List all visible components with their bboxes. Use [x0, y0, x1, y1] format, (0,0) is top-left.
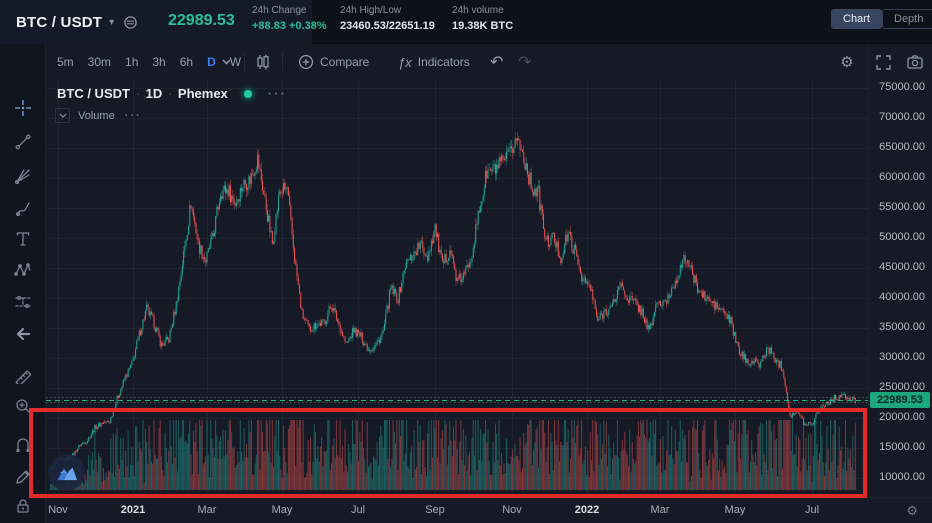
time-tick-label: May	[724, 504, 746, 516]
arrow-left-tool-icon[interactable]	[12, 323, 34, 345]
symbol-label: BTC / USDT	[16, 13, 103, 31]
time-tick-label: May	[271, 504, 293, 516]
legend-symbol: BTC / USDT	[57, 86, 130, 101]
chevron-down-icon	[59, 113, 66, 118]
time-tick-label: Mar	[197, 504, 217, 516]
axis-settings-gear-icon[interactable]: ⚙	[906, 503, 918, 518]
time-tick-label: Mar	[650, 504, 670, 516]
xabcd-pattern-tool-icon[interactable]	[12, 259, 34, 281]
screenshot-button[interactable]	[902, 44, 928, 80]
tab-chart[interactable]: Chart	[831, 9, 882, 29]
drawing-tools-sidebar	[0, 44, 46, 523]
camera-icon	[907, 55, 923, 69]
stat-24h-change: 24h Change +88.83 +0.38%	[252, 5, 327, 32]
price-tick-label: 25000.00	[879, 381, 925, 393]
chart-settings-button[interactable]: ⚙	[834, 44, 860, 80]
last-price: 22989.53	[168, 12, 235, 29]
time-tick-label: Jul	[350, 504, 366, 516]
price-tick-label: 70000.00	[879, 111, 925, 123]
timeframe-6h[interactable]: 6h	[179, 55, 194, 69]
timeframe-d[interactable]: D	[207, 55, 216, 69]
timeframe-30m[interactable]: 30m	[87, 55, 112, 69]
symbol-selector[interactable]: BTC / USDT ▾	[16, 11, 138, 33]
price-tick-label: 40000.00	[879, 291, 925, 303]
time-tick-label: 2021	[120, 504, 146, 516]
legend-interval: 1D	[145, 86, 163, 101]
fullscreen-button[interactable]	[870, 44, 896, 80]
forecast-tool-icon[interactable]	[12, 291, 34, 313]
timeframe-3h[interactable]: 3h	[152, 55, 166, 69]
price-tick-label: 35000.00	[879, 321, 925, 333]
redo-button[interactable]: ↷	[518, 44, 531, 80]
crosshair-tool-icon[interactable]	[12, 97, 34, 119]
price-tick-label: 10000.00	[879, 471, 925, 483]
price-tick-label: 65000.00	[879, 141, 925, 153]
timeframe-1h[interactable]: 1h	[125, 55, 139, 69]
time-tick-label: 2022	[574, 504, 600, 516]
compare-button[interactable]: Compare	[298, 44, 369, 80]
legend-exchange: Phemex	[177, 86, 228, 101]
market-status-dot	[243, 89, 252, 98]
price-tick-label: 15000.00	[879, 441, 925, 453]
volume-more-button[interactable]: ···	[124, 109, 142, 122]
symbol-panel: BTC / USDT ▾ 22989.53	[0, 0, 312, 44]
price-tick-label: 20000.00	[879, 411, 925, 423]
volume-collapse-button[interactable]	[55, 108, 70, 123]
price-tick-label: 75000.00	[879, 81, 925, 93]
indicators-button[interactable]: ƒx Indicators	[398, 44, 470, 80]
toolbar-divider	[244, 53, 245, 71]
magnet-tool-icon[interactable]	[12, 436, 34, 458]
tab-depth[interactable]: Depth	[882, 9, 932, 29]
timeframe-group: 5m 30m 1h 3h 6h D W	[50, 44, 248, 80]
gann-fan-tool-icon[interactable]	[12, 165, 34, 187]
price-chart-canvas[interactable]	[46, 80, 868, 497]
current-price-tag: 22989.53	[870, 392, 930, 408]
stat-24h-volume: 24h volume 19.38K BTC	[452, 5, 514, 32]
mountain-logo-icon	[57, 467, 77, 480]
price-axis[interactable]: 22989.53 75000.00 70000.00 65000.00 60000.0…	[868, 44, 932, 497]
zoom-in-tool-icon[interactable]	[12, 395, 34, 417]
interval-dropdown-button[interactable]	[222, 44, 231, 80]
scroll-left-icon[interactable]: ‹	[30, 480, 35, 495]
chart-toolbar: 5m 30m 1h 3h 6h D W Compare ƒx Indicators ↶ ↷ …	[46, 44, 932, 80]
coin-icon	[123, 15, 138, 30]
legend-more-button[interactable]: ···	[267, 86, 287, 101]
compare-plus-icon	[298, 54, 314, 70]
chevron-down-icon: ▾	[109, 16, 115, 28]
price-tick-label: 30000.00	[879, 351, 925, 363]
fx-icon: ƒx	[398, 54, 412, 70]
candle-style-button[interactable]	[256, 44, 270, 80]
timeframe-5m[interactable]: 5m	[57, 55, 74, 69]
lock-tool-icon[interactable]	[12, 495, 34, 517]
price-tick-label: 60000.00	[879, 171, 925, 183]
gear-icon: ⚙	[840, 54, 854, 71]
fullscreen-icon	[875, 54, 891, 70]
exchange-logo	[48, 454, 85, 491]
brush-tool-icon[interactable]	[12, 198, 34, 220]
stat-24h-high-low: 24h High/Low 23460.53/22651.19	[340, 5, 435, 32]
top-bar: BTC / USDT ▾ 22989.53 24h Change +88.83 …	[0, 0, 932, 44]
toolbar-divider	[282, 53, 283, 71]
volume-label: Volume	[78, 109, 115, 122]
text-tool-icon[interactable]	[12, 228, 34, 250]
chart-legend: BTC / USDT · 1D · Phemex ···	[57, 86, 287, 101]
time-tick-label: Jul	[804, 504, 820, 516]
time-tick-label: Nov	[502, 504, 522, 516]
undo-button[interactable]: ↶	[490, 44, 503, 80]
draw-mode-tool-icon[interactable]	[12, 466, 34, 488]
timeframe-w[interactable]: W	[229, 55, 242, 69]
trend-line-tool-icon[interactable]	[12, 131, 34, 153]
price-tick-label: 50000.00	[879, 231, 925, 243]
time-tick-label: Sep	[425, 504, 445, 516]
price-tick-label: 55000.00	[879, 201, 925, 213]
time-tick-label: Nov	[48, 504, 68, 516]
volume-indicator-row: Volume ···	[55, 108, 142, 123]
price-tick-label: 45000.00	[879, 261, 925, 273]
ruler-tool-icon[interactable]	[12, 364, 34, 386]
time-axis[interactable]: ⚙ Nov 2021 Mar May Jul Sep Nov 2022 Mar May Jul	[0, 497, 932, 523]
